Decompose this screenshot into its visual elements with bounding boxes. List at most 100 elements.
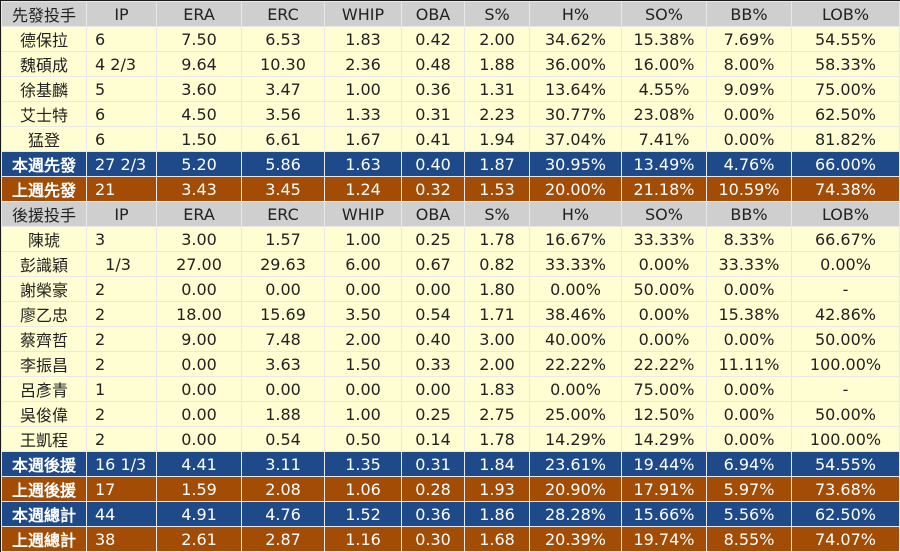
stat-cell: 81.82% [791, 126, 900, 152]
column-header: IP [86, 1, 157, 27]
stat-cell: 1.06 [324, 476, 402, 502]
pitcher-row: 謝榮豪 2 0.00 0.00 0.00 0.00 1.80 0.00% 50.00% 0.00%… [1, 276, 900, 302]
stat-cell: 0.00 [156, 351, 242, 377]
stat-cell: 44 [86, 501, 157, 527]
column-header: H% [529, 201, 622, 227]
stat-cell: 6.94% [706, 451, 792, 477]
column-header: LOB% [791, 1, 900, 27]
stat-cell: 1.71 [464, 301, 530, 327]
stat-cell: 12.50% [621, 401, 707, 427]
stat-cell: 13.64% [529, 76, 622, 102]
stat-cell: 0.54 [401, 301, 465, 327]
stat-cell: 1.84 [464, 451, 530, 477]
stat-cell: 2.00 [324, 326, 402, 352]
stat-cell: 3.63 [241, 351, 325, 377]
stat-cell: 18.00 [156, 301, 242, 327]
stat-cell: 1.86 [464, 501, 530, 527]
stat-cell: 28.28% [529, 501, 622, 527]
pitcher-row: 吳俊偉 2 0.00 1.88 1.00 0.25 2.75 25.00% 12.50% 0.00… [1, 401, 900, 427]
stat-cell: 1.52 [324, 501, 402, 527]
stat-cell: 15.38% [706, 301, 792, 327]
stat-cell: 17 [86, 476, 157, 502]
stat-cell: 1.00 [324, 401, 402, 427]
stat-cell: 1 [86, 376, 157, 402]
stat-cell: 0.00% [706, 126, 792, 152]
stat-cell: 37.04% [529, 126, 622, 152]
stat-cell: 2 [86, 301, 157, 327]
stat-cell: 5.56% [706, 501, 792, 527]
stat-cell: 1.88 [464, 51, 530, 77]
stat-cell: 1.63 [324, 151, 402, 177]
stat-cell: 0.36 [401, 501, 465, 527]
stat-cell: 8.00% [706, 51, 792, 77]
this-week-total-row: 本週總計 44 4.91 4.76 1.52 0.36 1.86 28.28% 15.66% 5.… [1, 501, 900, 527]
stat-cell: 3.60 [156, 76, 242, 102]
stat-cell: 1.80 [464, 276, 530, 302]
last-week-total-row: 上週總計 38 2.61 2.87 1.16 0.30 1.68 20.39% 19.74% 8.… [1, 526, 900, 552]
stat-cell: 66.67% [791, 226, 900, 252]
row-label: 蔡齊哲 [1, 326, 87, 352]
row-label: 李振昌 [1, 351, 87, 377]
pitcher-row: 呂彥青 1 0.00 0.00 0.00 0.00 1.83 0.00% 75.00% 0.00%… [1, 376, 900, 402]
stat-cell: 0.00% [791, 251, 900, 277]
stat-cell: 27.00 [156, 251, 242, 277]
row-label: 吳俊偉 [1, 401, 87, 427]
pitcher-row: 德保拉 6 7.50 6.53 1.83 0.42 2.00 34.62% 15.38% 7.69… [1, 26, 900, 52]
stat-cell: 27 2/3 [86, 151, 157, 177]
last-week-total-row: 上週後援 17 1.59 2.08 1.06 0.28 1.93 20.90% 17.91% 5.… [1, 476, 900, 502]
row-label: 王凱程 [1, 426, 87, 452]
stat-cell: 1.83 [464, 376, 530, 402]
row-label: 本週總計 [1, 501, 87, 527]
row-label: 德保拉 [1, 26, 87, 52]
column-header: LOB% [791, 201, 900, 227]
stat-cell: 0.48 [401, 51, 465, 77]
stat-cell: - [791, 376, 900, 402]
pitcher-row: 彭識穎 1/3 27.00 29.63 6.00 0.67 0.82 33.33% 0.00%… [1, 251, 900, 277]
stat-cell: 42.86% [791, 301, 900, 327]
stat-cell: 4 2/3 [86, 51, 157, 77]
stat-cell: 0.00% [706, 101, 792, 127]
stat-cell: 50.00% [621, 276, 707, 302]
stat-cell: 0.82 [464, 251, 530, 277]
stat-cell: 0.00 [401, 276, 465, 302]
stat-cell: 2.87 [241, 526, 325, 552]
stat-cell: 5.20 [156, 151, 242, 177]
stat-cell: 9.64 [156, 51, 242, 77]
stat-cell: 3.43 [156, 176, 242, 202]
stat-cell: 1.50 [156, 126, 242, 152]
stat-cell: 13.49% [621, 151, 707, 177]
column-header: ERC [241, 1, 325, 27]
stat-cell: 2 [86, 326, 157, 352]
stat-cell: 0.36 [401, 76, 465, 102]
stat-cell: 1.93 [464, 476, 530, 502]
stat-cell: 15.69 [241, 301, 325, 327]
stat-cell: 0.00 [156, 276, 242, 302]
stat-cell: 2.23 [464, 101, 530, 127]
stat-cell: 9.09% [706, 76, 792, 102]
row-label: 本週先發 [1, 151, 87, 177]
stat-cell: 25.00% [529, 401, 622, 427]
column-header: ERA [156, 1, 242, 27]
stat-cell: 2 [86, 401, 157, 427]
stat-cell: 50.00% [791, 326, 900, 352]
row-label: 上週先發 [1, 176, 87, 202]
stat-cell: 5.97% [706, 476, 792, 502]
stat-cell: 0.14 [401, 426, 465, 452]
column-header: BB% [706, 1, 792, 27]
stat-cell: 29.63 [241, 251, 325, 277]
stat-cell: 7.48 [241, 326, 325, 352]
stat-cell: 0.40 [401, 326, 465, 352]
stat-cell: 7.41% [621, 126, 707, 152]
stat-cell: 33.33% [621, 226, 707, 252]
row-label: 陳琥 [1, 226, 87, 252]
stat-cell: 3.45 [241, 176, 325, 202]
stat-cell: 0.00% [706, 426, 792, 452]
last-week-total-row: 上週先發 21 3.43 3.45 1.24 0.32 1.53 20.00% 21.18% 10… [1, 176, 900, 202]
stat-cell: 2.75 [464, 401, 530, 427]
column-header: S% [464, 1, 530, 27]
stat-cell: 1.24 [324, 176, 402, 202]
stat-cell: 4.76 [241, 501, 325, 527]
stat-cell: 34.62% [529, 26, 622, 52]
stat-cell: 3.56 [241, 101, 325, 127]
